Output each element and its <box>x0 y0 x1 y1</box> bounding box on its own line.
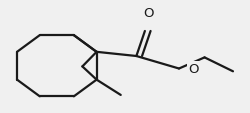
Text: O: O <box>143 7 154 20</box>
Text: O: O <box>188 62 198 75</box>
